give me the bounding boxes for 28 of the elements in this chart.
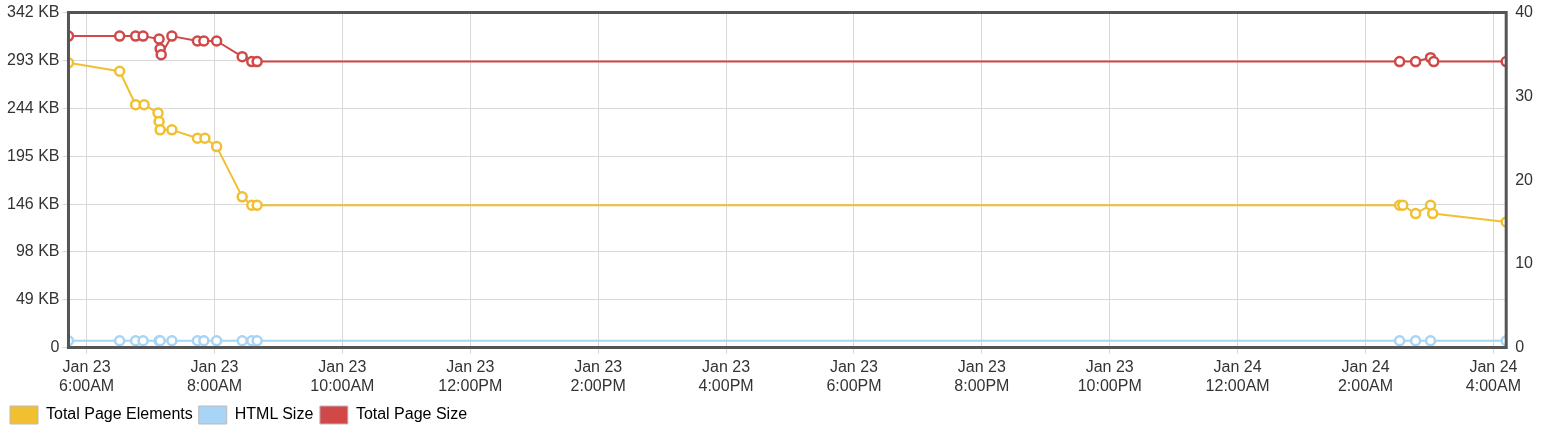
y-tick-label: 293 KB [7,51,60,68]
y-tick-label: 146 KB [7,194,60,212]
y-tick-label: 342 KB [7,3,60,21]
y2-tick-label: 30 [1515,86,1534,104]
y-tick-label: 98 KB [15,242,60,260]
x-tick-label: Jan 23 4:00PM [698,357,754,394]
x-tick-label: Jan 23 12:00PM [438,357,503,394]
x-tick-label: Jan 23 6:00AM [59,357,115,394]
x-tick-label: Jan 23 10:00AM [310,357,375,394]
y2-tick-label: 0 [1515,338,1525,356]
y2-tick-label: 40 [1515,3,1534,21]
y-tick-label: 195 KB [7,147,60,164]
legend-label: Total Page Elements [46,405,193,423]
y2-tick-label: 20 [1515,170,1534,188]
y-tick-label: 0 [50,338,60,356]
y2-tick-label: 10 [1515,254,1534,272]
x-tick-label: Jan 23 2:00PM [570,357,626,394]
x-tick-label: Jan 23 10:00PM [1077,357,1142,394]
x-tick-label: Jan 24 12:00AM [1205,357,1270,394]
x-tick-label: Jan 24 2:00AM [1337,357,1394,394]
legend-label: HTML Size [234,405,314,423]
legend-label: Total Page Size [355,405,468,423]
x-tick-label: Jan 24 4:00AM [1465,357,1521,394]
y-tick-label: 49 KB [15,290,60,308]
y-tick-label: 244 KB [7,99,60,116]
x-tick-label: Jan 23 8:00AM [186,357,243,394]
x-tick-label: Jan 23 8:00PM [954,357,1010,394]
x-tick-label: Jan 23 6:00PM [826,357,882,394]
